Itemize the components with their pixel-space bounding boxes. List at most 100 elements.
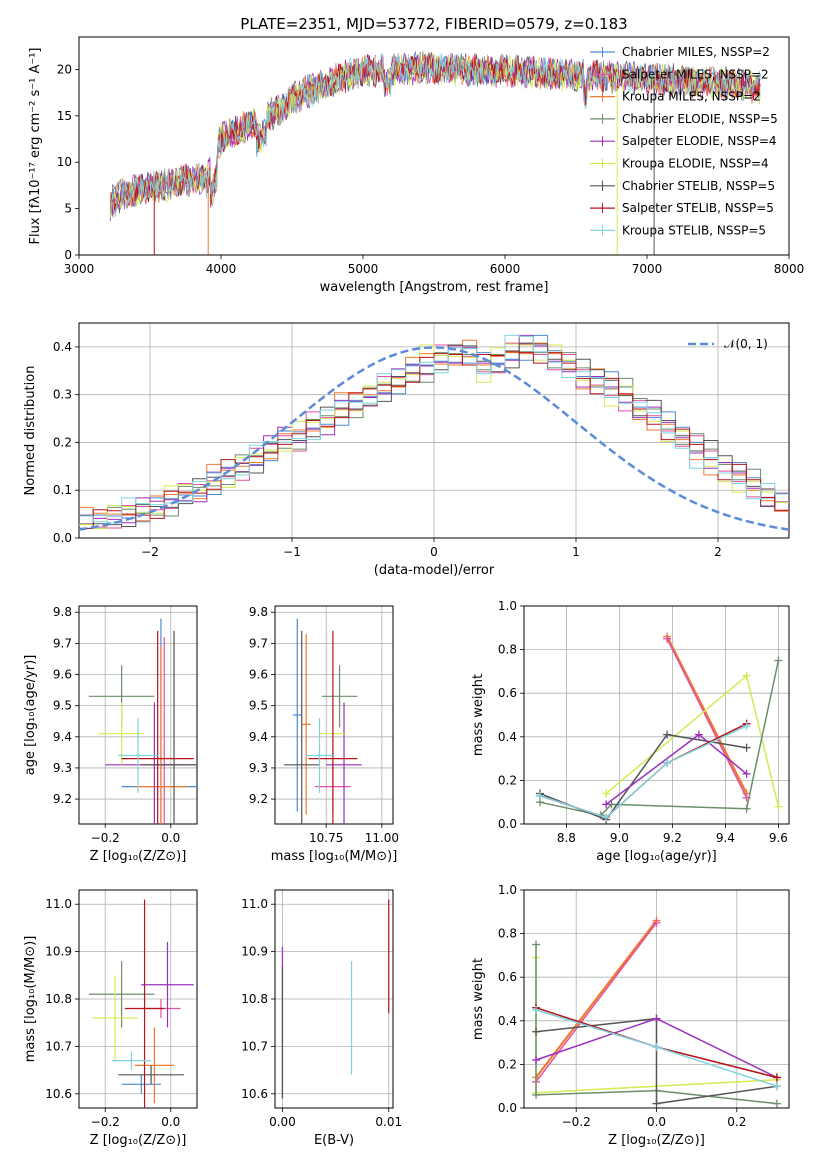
y-tick-label: 0.4 xyxy=(53,340,72,354)
plot-area xyxy=(79,334,789,531)
plot-area xyxy=(535,632,783,824)
x-axis-label: Z [log₁₀(Z/Z⊙)] xyxy=(90,849,187,864)
mass-vs-ebv-panel: 0.00 0.01 10.6 10.7 10.8 10.9 11.0 E(B-V) xyxy=(241,889,402,1148)
axes-background xyxy=(275,606,393,824)
axes-frame xyxy=(523,889,790,1109)
plot-area xyxy=(88,899,194,1108)
y-tick-label: 10.8 xyxy=(241,992,268,1006)
y-tick-label: 10 xyxy=(57,155,72,169)
y-tick-label: 0.2 xyxy=(498,773,517,787)
mass-weight-line xyxy=(535,922,658,1083)
x-tick-label: 8000 xyxy=(774,262,805,276)
y-tick-label: 0.2 xyxy=(53,435,72,449)
mass-weight-line xyxy=(539,725,747,819)
plot-area xyxy=(532,916,781,1108)
legend-entry: Salpeter ELODIE, NSSP=4 xyxy=(622,134,777,148)
y-tick-label: 9.3 xyxy=(249,761,268,775)
y-tick-label: 9.5 xyxy=(53,699,72,713)
x-tick-label: 11.00 xyxy=(365,831,399,845)
normal-curve xyxy=(79,346,789,531)
axes-frame xyxy=(78,36,790,256)
x-tick-label: −0.2 xyxy=(91,1115,120,1129)
x-tick-label: −0.2 xyxy=(562,1115,591,1129)
axes-background xyxy=(524,606,789,824)
mass-weight-age-panel: 8.8 9.0 9.2 9.4 9.6 0.0 0.2 0.4 0.6 0.8 1.0 age [lo… xyxy=(471,599,790,864)
histogram-panel: −2 −1 0 1 2 0.0 0.1 0.2 0.3 0.4 (data-model)/error… xyxy=(23,322,790,578)
figure-title: PLATE=2351, MJD=53772, FIBERID=0579, z=0… xyxy=(240,15,627,33)
x-tick-label: 9.4 xyxy=(716,831,735,845)
axes-frame xyxy=(78,605,198,825)
x-tick-label: 0.0 xyxy=(647,1115,666,1129)
x-tick-label: −2 xyxy=(141,545,159,559)
plot-area xyxy=(283,618,362,824)
mass-weight-line xyxy=(666,638,748,799)
x-tick-label: 0.00 xyxy=(269,1115,296,1129)
y-axis-label: mass weight xyxy=(471,674,486,756)
axes-frame xyxy=(274,889,394,1109)
y-axis-label: Normed distribution xyxy=(23,366,38,496)
legend-entry: Chabrier MILES, NSSP=2 xyxy=(622,45,770,59)
y-tick-label: 0.2 xyxy=(498,1057,517,1071)
y-axis-label: age [log₁₀(age/yr)] xyxy=(23,655,38,776)
y-tick-label: 10.7 xyxy=(45,1039,72,1053)
y-tick-label: 0.8 xyxy=(498,643,517,657)
y-tick-label: 9.6 xyxy=(249,668,268,682)
y-tick-label: 0.4 xyxy=(498,730,517,744)
plot-area xyxy=(109,50,761,255)
x-axis-label: Z [log₁₀(Z/Z⊙)] xyxy=(608,1133,705,1148)
y-tick-label: 0.0 xyxy=(498,1101,517,1115)
legend-entry: Kroupa STELIB, NSSP=5 xyxy=(622,223,766,237)
legend-entry: Chabrier STELIB, NSSP=5 xyxy=(622,179,775,193)
age-vs-z-panel: −0.2 0.0 9.2 9.3 9.4 9.5 9.6 9.7 9.8 Z [log₁₀(Z/Z… xyxy=(23,605,198,864)
y-tick-label: 1.0 xyxy=(498,599,517,613)
y-tick-label: 20 xyxy=(57,62,72,76)
y-tick-label: 9.2 xyxy=(53,792,72,806)
y-tick-label: 10.6 xyxy=(241,1087,268,1101)
mass-weight-line xyxy=(535,919,658,1079)
x-tick-label: 0.0 xyxy=(161,831,180,845)
y-tick-label: 0.0 xyxy=(53,531,72,545)
y-tick-label: 0.6 xyxy=(498,970,517,984)
y-tick-label: 9.7 xyxy=(53,636,72,650)
x-axis-label: (data-model)/error xyxy=(374,563,495,578)
x-tick-label: 0 xyxy=(430,545,438,559)
x-tick-label: 4000 xyxy=(206,262,237,276)
mass-vs-z-panel: −0.2 0.0 10.6 10.7 10.8 10.9 11.0 Z [log₁₀(Z/Z⊙… xyxy=(23,889,198,1148)
x-axis-label: age [log₁₀(age/yr)] xyxy=(596,849,717,864)
y-tick-label: 9.4 xyxy=(249,730,268,744)
axes-frame xyxy=(523,605,790,825)
age-vs-mass-panel: 10.75 11.00 9.2 9.3 9.4 9.5 9.6 9.7 9.8 mass [log… xyxy=(249,605,399,864)
x-tick-label: 9.0 xyxy=(610,831,629,845)
mass-weight-z-panel: −0.2 0.0 0.2 0.0 0.2 0.4 0.6 0.8 1.0 Z [log₁₀(Z/Z… xyxy=(471,883,790,1148)
x-tick-label: 6000 xyxy=(490,262,521,276)
y-tick-label: 9.5 xyxy=(249,699,268,713)
y-tick-label: 0.3 xyxy=(53,388,72,402)
x-tick-label: −0.2 xyxy=(91,831,120,845)
y-tick-label: 10.8 xyxy=(45,992,72,1006)
x-tick-label: 9.6 xyxy=(769,831,788,845)
plot-area xyxy=(281,899,390,1099)
y-tick-label: 0 xyxy=(64,248,72,262)
y-tick-label: 9.2 xyxy=(249,792,268,806)
mass-weight-line xyxy=(535,944,778,1105)
legend-entry: Kroupa MILES, NSSP=2 xyxy=(622,90,761,104)
x-tick-label: −1 xyxy=(283,545,301,559)
x-tick-label: 5000 xyxy=(348,262,379,276)
x-tick-label: 3000 xyxy=(64,262,95,276)
x-tick-label: 7000 xyxy=(632,262,663,276)
y-tick-label: 9.8 xyxy=(249,605,268,619)
x-axis-label: wavelength [Angstrom, rest frame] xyxy=(320,280,549,295)
y-tick-label: 9.6 xyxy=(53,668,72,682)
y-axis-label: Flux [fλ10⁻¹⁷ erg cm⁻² s⁻¹ A⁻¹] xyxy=(28,48,43,245)
mass-weight-line xyxy=(666,636,748,794)
x-tick-label: 0.2 xyxy=(727,1115,746,1129)
y-tick-label: 0.6 xyxy=(498,686,517,700)
histogram-step xyxy=(79,334,789,524)
axes-frame xyxy=(78,889,198,1109)
x-axis-label: mass [log₁₀(M/M⊙)] xyxy=(271,849,398,864)
y-tick-label: 0.0 xyxy=(498,817,517,831)
y-tick-label: 9.4 xyxy=(53,730,72,744)
mass-weight-line xyxy=(535,1017,778,1105)
x-tick-label: 0.01 xyxy=(375,1115,402,1129)
legend-entry: Chabrier ELODIE, NSSP=5 xyxy=(622,112,778,126)
